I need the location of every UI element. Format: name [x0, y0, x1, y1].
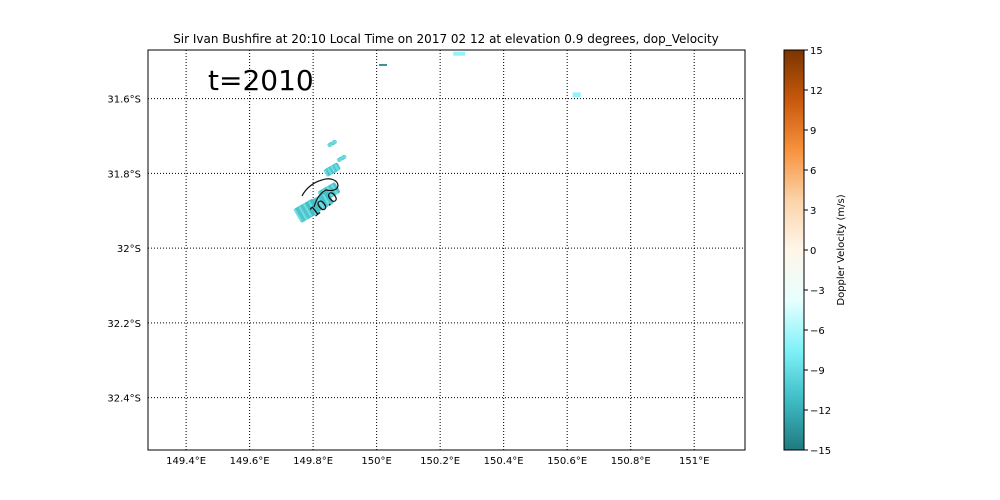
colorbar-tick-label: −15: [810, 446, 831, 457]
velocity-contour: [301, 178, 339, 208]
echo-streak: [336, 158, 340, 162]
echo-streak: [327, 168, 333, 176]
echo-streak: [333, 140, 338, 144]
lon-tick-label: 149.6°E: [230, 456, 270, 467]
echo-streak: [326, 143, 331, 147]
echo-streak: [308, 200, 318, 215]
echo-streak: [293, 208, 303, 223]
echo-streak: [302, 202, 313, 217]
lat-tick-label: 32°S: [117, 244, 141, 255]
lon-tick-label: 150.8°E: [611, 456, 651, 467]
echo-streak: [339, 157, 343, 162]
lon-tick-label: 150.4°E: [484, 456, 524, 467]
colorbar-tick-label: −9: [810, 366, 825, 377]
colorbar-tick-label: 6: [810, 166, 816, 177]
lat-tick-label: 32.2°S: [107, 319, 141, 330]
colorbar-tick-label: 15: [810, 46, 823, 57]
axis-ticks: 149.4°E 149.6°E 149.8°E 150°E 150.2°E 150.4°E…: [107, 95, 709, 467]
colorbar-tick-label: 12: [810, 86, 823, 97]
graticule: [148, 50, 745, 450]
colorbar-tick-label: −12: [810, 406, 831, 417]
lon-tick-label: 151°E: [679, 456, 709, 467]
echo-streak: [322, 193, 331, 207]
lon-tick-label: 150.2°E: [420, 456, 460, 467]
lat-tick-label: 32.4°S: [107, 394, 141, 405]
lat-tick-label: 31.6°S: [107, 95, 141, 106]
lon-tick-label: 150.6°E: [547, 456, 587, 467]
fire-scar-cluster: [293, 51, 581, 223]
echo-streak: [331, 140, 335, 145]
lon-tick-label: 150°E: [361, 456, 391, 467]
time-stamp: t=2010: [208, 64, 314, 97]
echo-streak: [343, 155, 347, 159]
echo-streak: [334, 164, 340, 172]
map-border: [147, 49, 746, 451]
echo-streak: [340, 155, 344, 160]
echo-streak: [315, 196, 325, 209]
echo-streak: [329, 142, 333, 147]
colorbar: 15 12 9 6 3 0 −3 −6 −9 −12 −15 Doppler Velocity (m…: [783, 46, 847, 457]
colorbar-tick-label: 0: [810, 246, 816, 257]
colorbar-label: Doppler Velocity (m/s): [836, 194, 847, 305]
radar-echo: [453, 51, 466, 56]
echo-streak: [330, 165, 336, 173]
colorbar-tick-label: 3: [810, 206, 816, 217]
colorbar-ticks: 15 12 9 6 3 0 −3 −6 −9 −12 −15: [804, 46, 831, 457]
echo-streak: [298, 206, 308, 221]
colorbar-tick-label: 9: [810, 126, 816, 137]
colorbar-tick-label: −3: [810, 286, 825, 297]
lon-tick-label: 149.4°E: [166, 456, 206, 467]
figure-title: Sir Ivan Bushfire at 20:10 Local Time on…: [173, 32, 719, 46]
colorbar-tick-label: −6: [810, 326, 825, 337]
lon-tick-label: 149.8°E: [293, 456, 333, 467]
radar-echoes: 10.0: [293, 51, 581, 223]
radar-echo: [378, 63, 387, 66]
map-frame: [148, 50, 745, 450]
lat-tick-label: 31.8°S: [107, 169, 141, 180]
echo-streak: [323, 169, 329, 177]
radar-echo: [572, 92, 581, 98]
colorbar-gradient: [783, 49, 805, 451]
